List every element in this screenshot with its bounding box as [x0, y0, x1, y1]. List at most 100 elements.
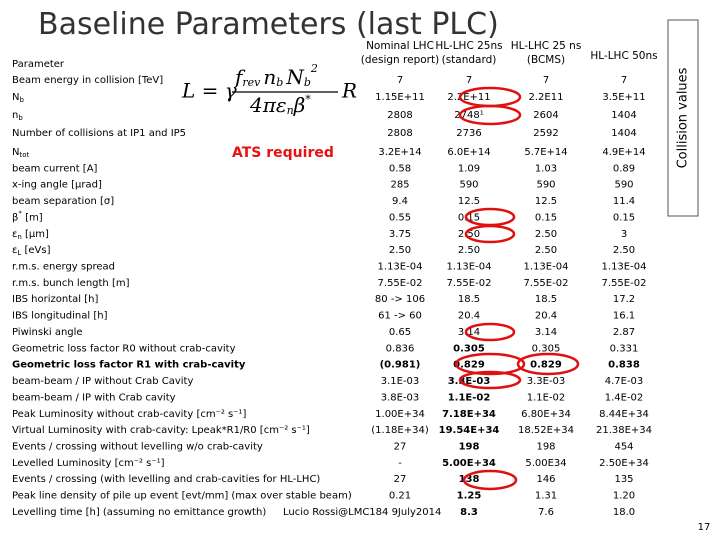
row-label: Nb	[12, 92, 24, 104]
cell-value: 0.21	[389, 491, 411, 502]
row-label: Virtual Luminosity with crab-cavity: Lpe…	[12, 425, 310, 436]
cell-value: 7	[621, 75, 627, 86]
highlight	[462, 469, 518, 491]
header-line: HL-LHC 25ns	[435, 40, 502, 52]
highlight	[458, 370, 522, 390]
cell-value: 2.2E+11	[447, 92, 490, 103]
cell-value: (1.18E+34)	[371, 425, 429, 436]
row-label: beam current [A]	[12, 163, 98, 174]
row-label: beam-beam / IP with Crab cavity	[12, 392, 176, 403]
cell-value: 7.18E+34	[442, 409, 496, 420]
cell-value: 4.9E+14	[602, 147, 645, 158]
cell-value: 3.14	[458, 327, 480, 338]
label-text: beam-beam / IP without Crab Cavity	[12, 376, 193, 387]
header-line: (BCMS)	[527, 54, 565, 66]
row-label: Events / crossing without levelling w/o …	[12, 441, 263, 452]
row-label: Levelled Luminosity [cm⁻² s⁻¹]	[12, 458, 165, 469]
label-sup: *	[18, 209, 22, 217]
row-label: r.m.s. energy spread	[12, 262, 115, 273]
cell-value: 9.4	[392, 196, 408, 207]
cell-value: 590	[459, 180, 478, 191]
cell-value: 3.8E-03	[381, 392, 420, 403]
cell-value: 1.13E-04	[378, 262, 423, 273]
cell-value: 18.5	[535, 294, 557, 305]
label-text: Peak line density of pile up event [evt/…	[12, 491, 352, 502]
cell-value: 3.3E-03	[448, 376, 491, 387]
cell-value: 1.13E-04	[447, 262, 492, 273]
cell-value: 8.3	[460, 507, 478, 518]
label-sub: n	[17, 233, 21, 241]
cell-value: 0.838	[608, 360, 640, 371]
row-label: Levelling time [h] (assuming no emittanc…	[12, 507, 266, 518]
header-line: (design report)	[361, 54, 439, 66]
sub: rev	[242, 76, 261, 89]
cell-value: 1.03	[535, 163, 557, 174]
cell-value: 0.829	[453, 360, 485, 371]
header-line: Nominal LHC	[366, 40, 434, 52]
sub: n	[287, 104, 294, 117]
label-text: ε	[12, 229, 17, 240]
label-text: IBS horizontal [h]	[12, 294, 98, 305]
cell-value: 18.0	[613, 507, 635, 518]
cell-value: 6.80E+34	[521, 409, 571, 420]
side-box	[667, 19, 699, 217]
cell-value: 198	[536, 441, 555, 452]
header-cell: Nominal LHC (design report)	[361, 40, 439, 66]
cell-value: 12.5	[535, 196, 557, 207]
cell-value: 11.4	[613, 196, 635, 207]
cell-value: 2.87	[613, 327, 635, 338]
cell-value: 5.00E+34	[442, 458, 496, 469]
cell-value: 2592	[533, 128, 558, 139]
formula: L = γ frev nb Nb2 4πεnβ* R	[181, 62, 357, 117]
label-text: IBS longitudinal [h]	[12, 311, 108, 322]
label-text: n	[12, 110, 18, 121]
header-cell: HL-LHC 50ns	[590, 50, 657, 62]
cell-value: 0.829	[530, 360, 562, 371]
cell-value: 7	[543, 75, 549, 86]
cell-value: 1.1E-02	[527, 392, 566, 403]
ats-note: ATS required	[232, 145, 334, 161]
cell-value: 0.58	[389, 163, 411, 174]
sub: b	[276, 76, 283, 89]
cell-value: 0.331	[610, 343, 639, 354]
row-label: Geometric loss factor R0 without crab-ca…	[12, 343, 236, 354]
cell-value: 7.55E-02	[602, 278, 647, 289]
label-text: beam current [A]	[12, 163, 98, 174]
label-text: x-ing angle [μrad]	[12, 180, 102, 191]
row-label: r.m.s. bunch length [m]	[12, 278, 130, 289]
cell-value: 285	[390, 180, 409, 191]
row-label: beam separation [σ]	[12, 196, 114, 207]
row-label: x-ing angle [μrad]	[12, 180, 102, 191]
cell-value: 61 -> 60	[378, 311, 422, 322]
sup: 2	[310, 62, 318, 75]
cell-value: 0.65	[389, 327, 411, 338]
cell-value: 3.2E+14	[378, 147, 421, 158]
cell-value: 27	[394, 441, 407, 452]
header-line: HL-LHC 25 ns	[511, 40, 582, 52]
cell-value: 2.50	[613, 245, 635, 256]
title: Baseline Parameters (last PLC)	[38, 7, 499, 42]
cell-value: 3.75	[389, 229, 411, 240]
label-text: Peak Luminosity without crab-cavity [cm⁻…	[12, 409, 247, 420]
label-text: Events / crossing without levelling w/o …	[12, 441, 263, 452]
label-text: Levelling time [h] (assuming no emittanc…	[12, 507, 266, 518]
label-text: N	[12, 92, 19, 103]
cell-value: 1.20	[613, 491, 635, 502]
page-number: 17	[698, 522, 711, 533]
cell-value: 0.15	[613, 212, 635, 223]
cell-value: 1404	[611, 110, 636, 121]
cell-value: 7	[466, 75, 472, 86]
row-label: Number of collisions at IP1 and IP5	[12, 128, 186, 139]
cell-value: 7.6	[538, 507, 554, 518]
cell-value: 198	[459, 441, 480, 452]
row-label: Piwinski angle	[12, 327, 83, 338]
label-text: Levelled Luminosity [cm⁻² s⁻¹]	[12, 458, 165, 469]
cell-value: 590	[614, 180, 633, 191]
cell-value: 6.0E+14	[447, 147, 490, 158]
cell-value: 7	[397, 75, 403, 86]
cell-value: 1404	[611, 128, 636, 139]
label-text: Geometric loss factor R0 without crab-ca…	[12, 343, 236, 354]
row-label: Peak line density of pile up event [evt/…	[12, 491, 352, 502]
